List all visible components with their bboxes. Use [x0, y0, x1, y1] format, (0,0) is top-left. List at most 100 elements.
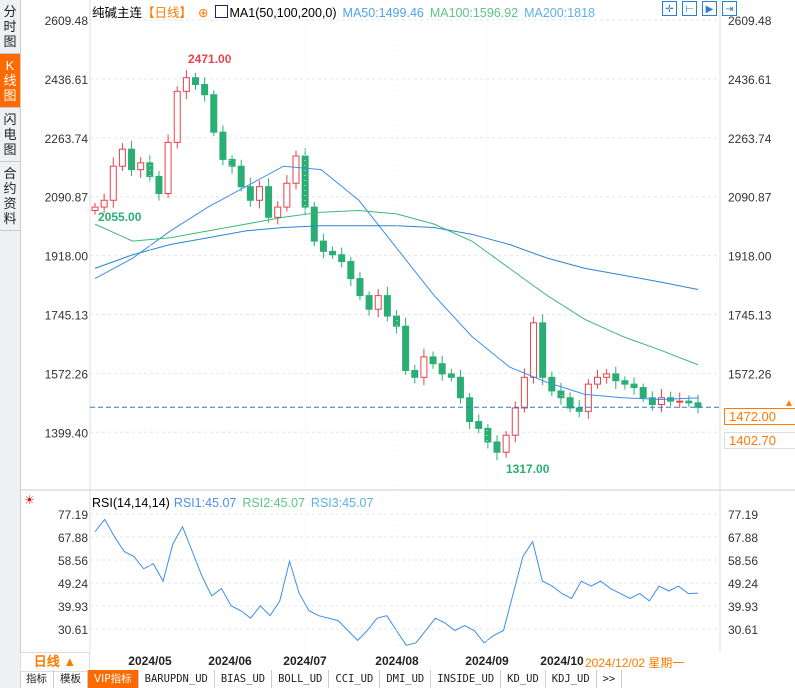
price-axis-label-right: 2263.74 [728, 132, 772, 146]
candle-up [118, 148, 126, 167]
price-axis-label-left: 1918.00 [45, 250, 89, 264]
exit-icon[interactable]: ⇥ [722, 1, 737, 16]
price-axis-label-right: 2436.61 [728, 73, 772, 87]
candle-down [466, 397, 474, 423]
price-axis-label-left: 2436.61 [45, 73, 89, 87]
candle-down [493, 441, 501, 453]
candle-down [685, 400, 693, 404]
tab-6[interactable]: CCI_UD [329, 670, 381, 688]
candle-down [639, 387, 647, 399]
tab-1[interactable]: 模板 [54, 670, 88, 688]
candle-down [128, 148, 136, 171]
rsi-title[interactable]: RSI(14,14,14) [92, 496, 170, 510]
candle-up [182, 77, 190, 92]
price-axis-label-left: 2609.48 [45, 14, 89, 28]
chart-header: 纯碱主连【日线】 ⊕ MA1(50,100,200,0) MA50:1499.46 MA… [92, 2, 601, 21]
rsi-header: RSI(14,14,14) RSI1:45.07 RSI2:45.07 RSI3:45… [92, 496, 379, 510]
low-price-tag: 1402.70 [724, 432, 795, 449]
tab-4[interactable]: BIAS_UD [215, 670, 273, 688]
candle-up [520, 376, 528, 409]
tab-0[interactable]: 指标 [20, 670, 54, 688]
ma-indicator[interactable]: MA1(50,100,200,0) [229, 6, 337, 20]
month-label: 2024/07 [283, 654, 327, 668]
rsi-axis-label-left: 39.93 [58, 600, 88, 614]
price-axis-label-right: 1918.00 [728, 250, 772, 264]
candle-down [539, 322, 547, 378]
sidebar-item-timeshare[interactable]: 分时图 [0, 0, 20, 54]
rsi-axis-label-right: 49.24 [728, 577, 758, 591]
indicator-icon[interactable] [214, 5, 228, 18]
candle-down [192, 77, 199, 86]
sidebar-item-contract-info[interactable]: 合约资料 [0, 162, 20, 231]
tab-2[interactable]: VIP指标 [88, 670, 139, 688]
candle-down [228, 158, 236, 167]
tab-10[interactable]: KDJ_UD [546, 670, 597, 688]
rsi3-value: RSI3:45.07 [310, 496, 374, 510]
tab-7[interactable]: DMI_UD [380, 670, 432, 688]
candle-down [429, 356, 437, 365]
rsi-axis-label-left: 77.19 [58, 508, 88, 522]
candle-down [648, 397, 656, 406]
period-button[interactable]: 日线 ▲ [20, 652, 90, 672]
candle-up [100, 199, 108, 208]
candle-down [319, 240, 327, 252]
candle-down [146, 162, 154, 177]
candle-up [137, 162, 145, 171]
sidebar-item-flash[interactable]: 闪电图 [0, 108, 20, 162]
price-axis-label-right: 1745.13 [728, 309, 772, 323]
price-annotation-high: 2471.00 [188, 52, 232, 66]
candle-down [621, 380, 629, 385]
candle-down [338, 254, 346, 263]
rsi2-value: RSI2:45.07 [242, 496, 305, 510]
price-axis-label-left: 2090.87 [45, 191, 89, 205]
rsi-axis-label-left: 30.61 [58, 623, 88, 637]
price-axis-label-left: 1745.13 [45, 309, 89, 323]
candle-down [347, 261, 355, 280]
tab-3[interactable]: BARUPDN_UD [139, 670, 215, 688]
candle-up [420, 356, 428, 378]
play-icon[interactable]: ▶ [702, 1, 717, 16]
tab-9[interactable]: KD_UD [501, 670, 546, 688]
candle-down [246, 186, 254, 201]
candle-down [237, 165, 245, 188]
chart-toolbar: ✛ ⊢ ▶ ⇥ [662, 1, 737, 16]
tab-5[interactable]: BOLL_UD [272, 670, 330, 688]
candle-up [502, 434, 510, 453]
candle-down [557, 390, 565, 399]
candle-down [630, 383, 638, 389]
x-axis: 日线 ▲ 2024/12/02 星期一 [20, 652, 795, 672]
candle-down [393, 315, 400, 327]
candle-down [484, 427, 492, 443]
candle-up [292, 155, 300, 184]
ma50-line [94, 165, 699, 400]
candle-down [356, 278, 364, 297]
zoom-in-icon[interactable]: ⊢ [682, 1, 697, 16]
candle-down [329, 250, 337, 256]
crosshair-icon[interactable]: ✛ [662, 1, 677, 16]
candle-up [274, 206, 282, 218]
candle-up [594, 376, 601, 385]
ma50-value: MA50:1499.46 [342, 6, 424, 20]
candle-down [456, 376, 464, 399]
period-label: 【日线】 [142, 6, 193, 20]
rsi-settings-icon[interactable]: ☀ [24, 493, 35, 507]
candle-down [310, 206, 318, 242]
candle-down [475, 421, 483, 429]
rsi-axis-label-right: 67.88 [728, 531, 758, 545]
tab-8[interactable]: INSIDE_UD [431, 670, 502, 688]
cursor-date: 2024/12/02 星期一 [585, 654, 685, 671]
candle-down [575, 407, 583, 412]
rsi-line [94, 518, 699, 646]
ma100-value: MA100:1596.92 [429, 6, 519, 20]
left-sidebar: 分时图 K线图 闪电图 合约资料 [0, 0, 21, 688]
sidebar-item-kline[interactable]: K线图 [0, 54, 20, 108]
tab-11[interactable]: >> [597, 670, 623, 688]
candle-down [210, 94, 218, 133]
candle-down [383, 295, 391, 317]
candle-down [301, 155, 309, 208]
candle-up [530, 322, 538, 378]
candle-down [201, 84, 209, 96]
add-icon[interactable]: ⊕ [198, 6, 209, 20]
rsi-axis-label-left: 49.24 [58, 577, 88, 591]
